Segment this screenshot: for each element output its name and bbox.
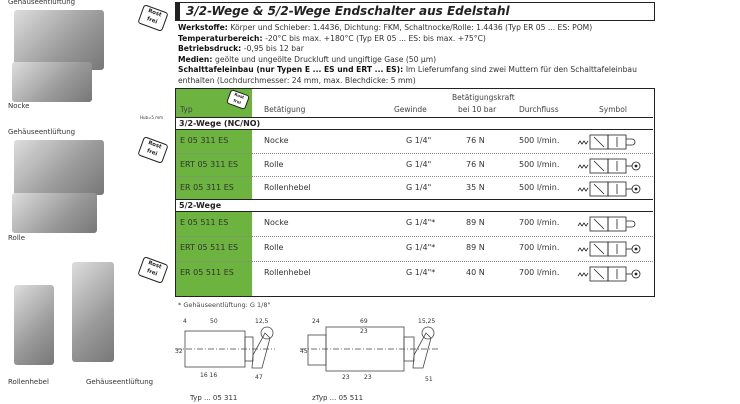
valve-symbol-icon xyxy=(577,158,641,174)
product-photo xyxy=(72,262,114,362)
table-row: ERT 05 511 ES Rolle G 1/4"* 89 N 700 l/min. xyxy=(176,236,653,259)
rolle-label: Rolle xyxy=(8,234,26,242)
valve-symbol-icon xyxy=(577,216,636,232)
product-photo xyxy=(14,285,54,365)
spec-label: Betriebsdruck xyxy=(178,44,239,53)
cell-flow: 500 l/min. xyxy=(519,160,560,169)
page-title: 3/2-Wege & 5/2-Wege Endschalter aus Edel… xyxy=(175,2,655,21)
cell-typ: E 05 311 ES xyxy=(180,136,229,145)
svg-text:51: 51 xyxy=(425,376,433,383)
header-symbol: Symbol xyxy=(599,105,627,114)
table-row: ERT 05 311 ES Rolle G 1/4" 76 N 500 l/min. xyxy=(176,153,653,176)
cell-gew: G 1/4" xyxy=(406,160,432,169)
svg-text:4: 4 xyxy=(183,318,187,325)
valve-symbol-icon xyxy=(577,266,641,282)
cell-bet: Rollenhebel xyxy=(264,268,311,277)
cell-kraft: 76 N xyxy=(466,160,485,169)
cell-typ: ER 05 311 ES xyxy=(180,183,234,192)
cell-typ: ERT 05 511 ES xyxy=(180,243,239,252)
header-kraft-sub: bei 10 bar xyxy=(458,105,497,114)
valve-symbol-icon xyxy=(577,181,641,197)
vent-label: Gehäuseentlüftung xyxy=(8,0,76,6)
cell-kraft: 89 N xyxy=(466,243,485,252)
cell-gew: G 1/4"* xyxy=(406,243,436,252)
table-row: ER 05 311 ES Rollenhebel G 1/4" 35 N 500 l/m… xyxy=(176,176,653,199)
svg-text:16 16: 16 16 xyxy=(200,372,217,379)
valve-symbol-icon xyxy=(577,134,636,150)
valve-symbol-icon xyxy=(577,241,641,257)
svg-text:23: 23 xyxy=(364,374,372,381)
header-gewinde: Gewinde xyxy=(394,105,427,114)
product-table: Rost frei Typ Betätigung Gewinde Betätig… xyxy=(175,88,655,297)
spec-text: -20°C bis max. +180°C (Typ ER 05 ... ES:… xyxy=(265,33,486,43)
dimension-drawing-311: 4 50 12,5 32 16 16 47 xyxy=(175,318,275,381)
svg-text:15,25: 15,25 xyxy=(418,318,435,325)
svg-text:69: 69 xyxy=(360,318,368,325)
header-typ: Typ xyxy=(180,105,193,114)
cell-kraft: 76 N xyxy=(466,136,485,145)
cell-bet: Nocke xyxy=(264,136,289,145)
svg-text:23: 23 xyxy=(342,374,350,381)
product-photo xyxy=(12,193,97,233)
spec-text: Körper und Schieber: 1.4436, Dichtung: F… xyxy=(230,23,593,32)
cell-typ: ERT 05 311 ES xyxy=(180,160,239,169)
product-photo xyxy=(14,140,104,195)
header-kraft: Betätigungskraft xyxy=(452,93,515,102)
svg-text:23: 23 xyxy=(360,328,368,335)
drawing-caption: zTyp ... 05 511 xyxy=(312,394,364,402)
svg-text:50: 50 xyxy=(210,318,218,325)
cell-bet: Rolle xyxy=(264,243,284,252)
nocke-label: Nocke xyxy=(8,102,30,110)
dimension-drawing-511: 24 69 15,25 23 45 23 23 51 xyxy=(300,318,440,383)
rostfrei-badge: Rost frei xyxy=(137,256,169,284)
table-row: ER 05 511 ES Rollenhebel G 1/4"* 40 N 700 l/… xyxy=(176,261,653,284)
hub-label: Hub=5 mm xyxy=(140,115,164,120)
cell-flow: 500 l/min. xyxy=(519,136,560,145)
cell-flow: 700 l/min. xyxy=(519,268,560,277)
cell-gew: G 1/4" xyxy=(406,183,432,192)
vent-label: Gehäuseentlüftung xyxy=(86,378,154,386)
spec-text: geölte und ungeölte Druckluft und ungift… xyxy=(215,54,437,64)
spec-text: -0,95 bis 12 bar xyxy=(243,44,304,53)
cell-gew: G 1/4"* xyxy=(406,218,436,227)
vent-label: Gehäuseentlüftung xyxy=(8,128,76,136)
drawing-caption: Typ ... 05 311 xyxy=(190,394,238,402)
specs: Werkstoffe: Körper und Schieber: 1.4436,… xyxy=(178,23,637,85)
cell-bet: Rolle xyxy=(264,160,284,169)
cell-bet: Rollenhebel xyxy=(264,183,311,192)
group-header: 5/2-Wege xyxy=(176,199,653,212)
cell-typ: ER 05 511 ES xyxy=(180,268,234,277)
hebel-label: Rollenhebel xyxy=(8,378,49,386)
product-photo xyxy=(14,10,104,70)
svg-text:24: 24 xyxy=(312,318,320,325)
spec-label: Schalttafeleinbau (nur Typen E ... ES un… xyxy=(178,65,401,74)
cell-gew: G 1/4"* xyxy=(406,268,436,277)
rostfrei-badge: Rost frei xyxy=(137,4,169,32)
spec-label: Medien xyxy=(178,54,210,64)
cell-gew: G 1/4" xyxy=(406,136,432,145)
footnote: * Gehäuseentlüftung: G 1/8" xyxy=(178,301,271,309)
group-header: 3/2-Wege (NC/NO) xyxy=(176,117,653,130)
cell-bet: Nocke xyxy=(264,218,289,227)
cell-kraft: 35 N xyxy=(466,183,485,192)
cell-typ: E 05 511 ES xyxy=(180,218,229,227)
spec-text: Im Lieferumfang sind zwei Muttern für de… xyxy=(178,65,637,85)
svg-text:45: 45 xyxy=(300,348,308,355)
header-durchfluss: Durchfluss xyxy=(519,105,559,114)
table-row: E 05 511 ES Nocke G 1/4"* 89 N 700 l/min. xyxy=(176,212,653,235)
cell-flow: 500 l/min. xyxy=(519,183,560,192)
svg-text:47: 47 xyxy=(255,374,263,381)
svg-text:32: 32 xyxy=(175,348,183,355)
svg-text:12,5: 12,5 xyxy=(255,318,269,325)
cell-flow: 700 l/min. xyxy=(519,218,560,227)
header-betaetigung: Betätigung xyxy=(264,105,306,114)
product-photo xyxy=(12,62,92,102)
cell-flow: 700 l/min. xyxy=(519,243,560,252)
spec-label: Werkstoffe xyxy=(178,23,225,32)
spec-label: Temperaturbereich xyxy=(178,33,260,43)
table-row: E 05 311 ES Nocke G 1/4" 76 N 500 l/min. xyxy=(176,130,653,153)
cell-kraft: 40 N xyxy=(466,268,485,277)
cell-kraft: 89 N xyxy=(466,218,485,227)
rostfrei-badge: Rost frei xyxy=(137,136,169,164)
